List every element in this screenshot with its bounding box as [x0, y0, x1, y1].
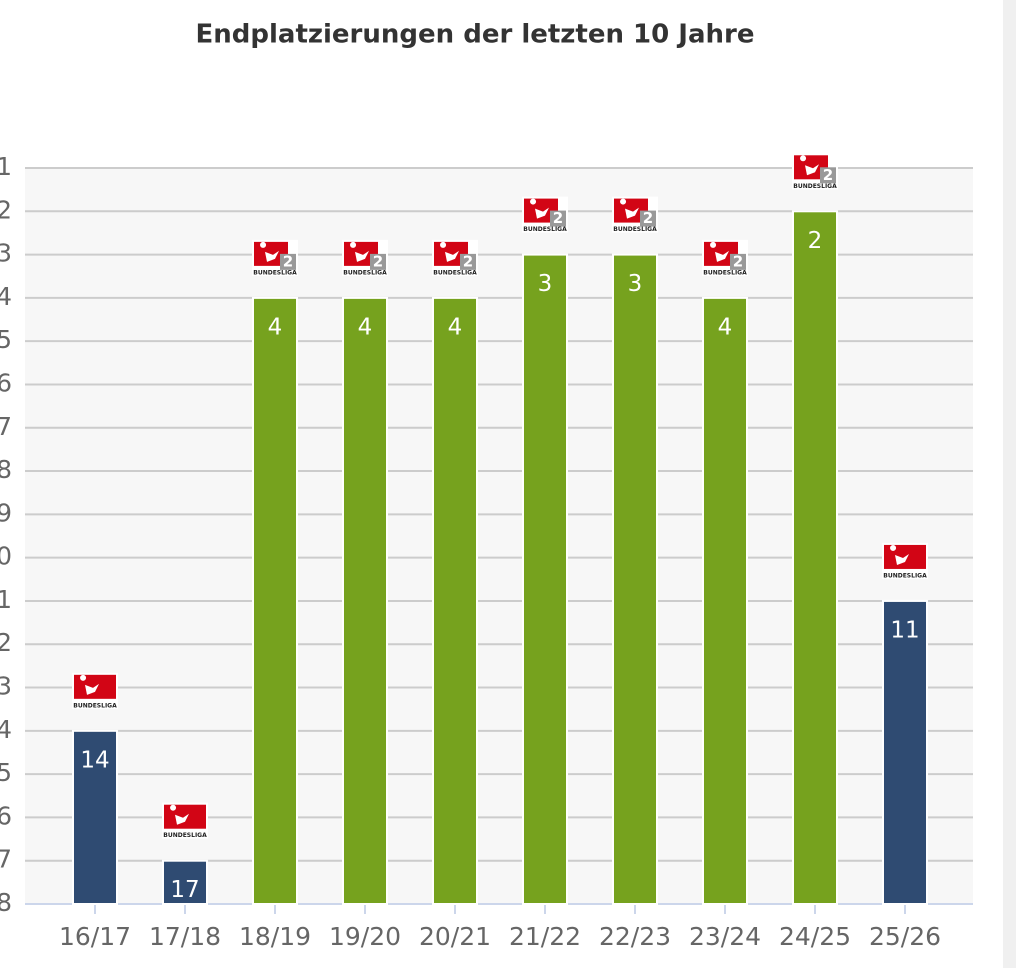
value-label: 4 [268, 314, 283, 340]
bar [702, 296, 748, 906]
value-label: 11 [890, 617, 919, 643]
logo-badge: 2 [643, 209, 653, 227]
logo-player [800, 155, 819, 176]
value-label: 14 [80, 747, 109, 773]
y-tick-label: 17 [0, 845, 12, 874]
y-tick-label: 15 [0, 758, 12, 787]
chart-title: Endplatzierungen der letzten 10 Jahre [196, 20, 755, 50]
bar [342, 296, 388, 906]
logo-player [530, 198, 549, 219]
logo-player [620, 198, 639, 219]
logo-badge-box [280, 253, 296, 270]
logo-badge: 2 [283, 252, 293, 270]
bar [252, 296, 298, 906]
logo-text: BUNDESLIGA [253, 269, 297, 276]
value-label: 4 [448, 314, 463, 340]
logo-player [710, 241, 729, 262]
bar [72, 729, 118, 906]
x-tick-label: 23/24 [689, 922, 761, 951]
x-tick-label: 25/26 [869, 922, 941, 951]
logo-text: BUNDESLIGA [703, 269, 747, 276]
logo-text: BUNDESLIGA [523, 226, 567, 233]
x-tick-label: 16/17 [59, 922, 131, 951]
y-tick-label: 10 [0, 542, 12, 571]
y-tick-label: 16 [0, 801, 12, 830]
logo-player [440, 241, 459, 262]
bar [432, 296, 478, 906]
logo-player [170, 804, 189, 825]
bar [522, 253, 568, 905]
value-label: 4 [718, 314, 733, 340]
value-label: 2 [808, 228, 823, 254]
y-tick-label: 7 [0, 412, 12, 441]
y-tick-label: 6 [0, 368, 12, 397]
x-tick-label: 18/19 [239, 922, 311, 951]
logo-badge-box [370, 253, 386, 270]
bar [612, 253, 658, 905]
logo-badge: 2 [463, 252, 473, 270]
logo-badge: 2 [823, 166, 833, 184]
logo-badge: 2 [553, 209, 563, 227]
y-tick-label: 9 [0, 498, 12, 527]
league-logo: BUNDESLIGA [162, 802, 208, 839]
value-label: 17 [170, 877, 199, 903]
logo-player [260, 241, 279, 262]
logo-player [350, 241, 369, 262]
bar [882, 599, 928, 905]
y-tick-label: 18 [0, 888, 12, 917]
scrollbar [1003, 0, 1016, 968]
logo-badge-box [820, 167, 836, 184]
y-tick-label: 14 [0, 715, 12, 744]
y-tick-label: 13 [0, 672, 12, 701]
value-label: 3 [538, 271, 553, 297]
x-tick-label: 21/22 [509, 922, 581, 951]
logo-player [80, 674, 99, 695]
x-tick-label: 19/20 [329, 922, 401, 951]
logo-badge-box [460, 253, 476, 270]
y-tick-label: 2 [0, 195, 12, 224]
logo-text: BUNDESLIGA [613, 226, 657, 233]
y-tick-label: 4 [0, 282, 12, 311]
x-tick-label: 17/18 [149, 922, 221, 951]
bar [162, 859, 208, 905]
y-tick-label: 12 [0, 628, 12, 657]
logo-text: BUNDESLIGA [343, 269, 387, 276]
y-tick-label: 8 [0, 455, 12, 484]
y-tick-label: 3 [0, 239, 12, 268]
league-logo: BUNDESLIGA [72, 672, 118, 709]
x-tick-label: 24/25 [779, 922, 851, 951]
logo-badge-box [640, 210, 656, 227]
y-tick-label: 5 [0, 325, 12, 354]
logo-text: BUNDESLIGA [883, 572, 927, 579]
bar [792, 210, 838, 905]
logo-text: BUNDESLIGA [433, 269, 477, 276]
x-tick-label: 22/23 [599, 922, 671, 951]
logo-badge: 2 [733, 252, 743, 270]
logo-badge: 2 [373, 252, 383, 270]
logo-badge-box [550, 210, 566, 227]
logo-text: BUNDESLIGA [163, 832, 207, 839]
x-tick-label: 20/21 [419, 922, 491, 951]
y-tick-label: 1 [0, 152, 12, 181]
league-logo: BUNDESLIGA [882, 542, 928, 579]
logo-text: BUNDESLIGA [793, 183, 837, 190]
logo-badge-box [730, 253, 746, 270]
logo-text: BUNDESLIGA [73, 702, 117, 709]
value-label: 3 [628, 271, 643, 297]
y-tick-label: 11 [0, 585, 12, 614]
logo-player [890, 544, 909, 565]
value-label: 4 [358, 314, 373, 340]
